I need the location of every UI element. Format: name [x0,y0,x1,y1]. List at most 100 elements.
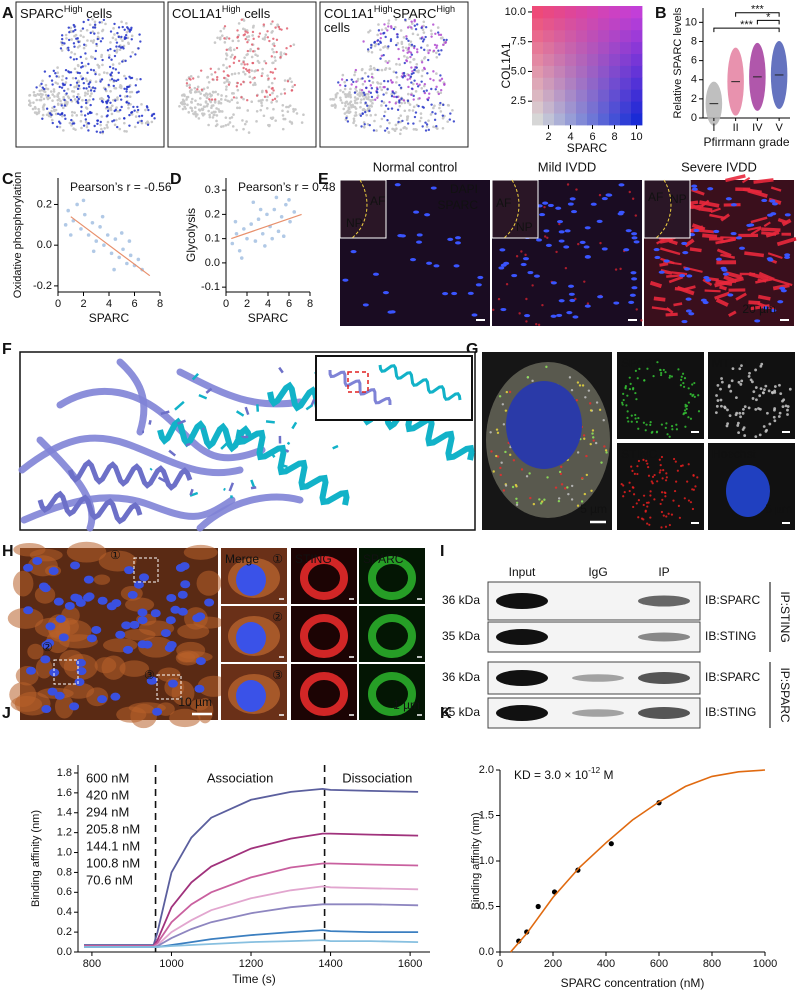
legend-cell [620,6,632,19]
panel-letter: B [655,5,667,22]
decor-dot [426,44,429,47]
group-label: IP:STING [778,591,792,642]
point [79,227,83,231]
decor-dot [372,129,376,132]
decor-nucleus [97,596,108,605]
decor-dot [396,33,399,36]
decor-dot [380,100,384,103]
legend-cell [532,29,544,43]
decor-dot [182,93,185,96]
decor-dot [666,433,669,436]
decor-dot [412,105,416,109]
decor-dot [555,250,558,254]
decor-dot [125,101,128,104]
decor-nucleus [654,255,661,260]
x-tick-label: 0 [497,958,503,970]
decor-nucleus [362,303,369,307]
decor-dot [729,389,733,393]
cell-ring [368,556,416,600]
y-tick-label: 0.5 [479,900,494,912]
decor-dot [726,422,730,426]
decor-nucleus [606,193,613,197]
decor-dot [377,43,380,46]
decor-nucleus [685,297,692,301]
decor-dot [54,108,58,112]
decor-dot [248,75,252,79]
size-label: 35 kDa [442,705,480,719]
decor-dot [73,52,77,56]
significance-label: * [766,11,771,23]
decor-dot [235,46,239,50]
decor-dot [500,461,503,464]
decor-dot [265,106,269,110]
decor-dot [193,86,197,90]
decor-dot [380,88,384,92]
decor-dot [379,32,382,35]
decor-dot [217,108,220,111]
decor-dot [115,118,118,122]
decor-dot [214,71,217,74]
decor-dot [407,17,411,20]
residue [285,449,290,453]
decor-dot [264,33,268,37]
decor-strand [701,199,710,208]
decor-dot [560,465,563,469]
decor-dot [584,396,587,399]
decor-dot [360,91,363,95]
decor-dot [428,49,432,52]
decor-dot [121,60,124,63]
decor-dot [120,20,123,24]
residue [278,366,284,374]
decor-nucleus [569,298,576,303]
decor-dot [390,81,394,84]
decor-patch [35,657,53,679]
decor-dot [716,399,720,402]
decor-nucleus [152,707,163,716]
decor-dot [41,117,44,120]
decor-nucleus [688,312,695,316]
residue [228,482,235,492]
decor-dot [693,381,696,385]
decor-dot [398,104,402,108]
decor-dot [598,193,602,197]
decor-nucleus [558,230,565,234]
decor-dot [413,115,417,119]
decor-dot [206,86,209,89]
decor-dot [103,126,106,130]
decor-nucleus [730,231,737,236]
decor-dot [43,103,46,106]
decor-dot [605,451,608,454]
decor-dot [763,388,766,392]
decor-dot [376,94,380,98]
legend-cell [532,101,544,114]
decor-dot [394,71,398,74]
decor-dot [84,91,87,95]
decor-dot [430,32,433,36]
decor-dot [347,107,351,111]
decor-dot [203,105,207,108]
decor-dot [644,509,647,512]
point [237,248,242,253]
decor-dot [526,376,530,379]
decor-dot [77,84,81,88]
residue [223,487,226,491]
decor-nucleus [424,213,431,217]
decor-dot [58,85,61,89]
nucleus [506,381,582,469]
decor-dot [564,266,568,270]
decor-dot [345,78,349,82]
decor-nucleus [389,310,396,314]
decor-dot [396,41,400,45]
decor-nucleus [630,271,637,275]
decor-dot [731,367,735,371]
point [270,236,275,241]
decor-strand [671,271,688,276]
decor-strand [720,253,736,259]
point [287,198,291,202]
decor-nucleus [38,582,49,591]
decor-dot [208,115,212,119]
decor-dot [85,125,89,129]
decor-dot [380,104,383,107]
decor-dot [386,29,389,32]
decor-nucleus [76,667,87,676]
